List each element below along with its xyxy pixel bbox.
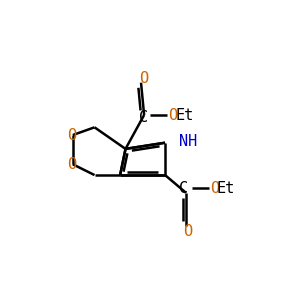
Text: NH: NH xyxy=(179,134,197,149)
Text: O: O xyxy=(67,127,76,143)
Text: Et: Et xyxy=(175,107,194,123)
Text: C: C xyxy=(179,181,188,196)
Text: O: O xyxy=(210,181,219,196)
Text: O: O xyxy=(183,224,192,239)
Text: C: C xyxy=(139,110,148,125)
Text: O: O xyxy=(139,70,148,86)
Text: Et: Et xyxy=(217,181,235,196)
Text: O: O xyxy=(67,157,76,172)
Text: O: O xyxy=(168,107,177,123)
